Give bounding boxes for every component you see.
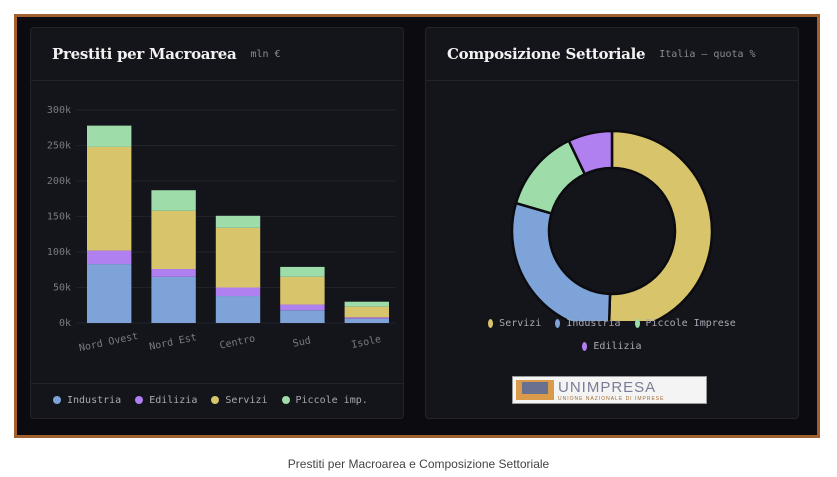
legend-item[interactable]: Industria [555, 318, 621, 329]
y-tick-label: 100k [47, 247, 71, 258]
bar-segment-edilizia [151, 269, 196, 277]
x-tick-label: Isole [350, 334, 382, 351]
legend-label: Servizi [225, 395, 268, 406]
bar-segment-industria [280, 310, 325, 323]
logo-tagline: UNIONE NAZIONALE DI IMPRESE [558, 395, 665, 402]
bar-segment-industria [151, 276, 196, 323]
stacked-bar-chart: 0k 50k 100k 150k 200k 250k 300k Nord Ovest Nord … [47, 105, 395, 354]
bar-segment-piccole-imp- [215, 215, 261, 228]
y-tick-label: 50k [53, 283, 71, 294]
legend-swatch [211, 396, 220, 404]
panel-subtitle: mln € [250, 48, 281, 60]
y-tick-label: 250k [47, 141, 71, 152]
legend-swatch [555, 318, 561, 328]
legend-item[interactable]: Piccole imp. [281, 395, 368, 406]
legend-item[interactable]: Servizi [211, 395, 268, 406]
legend-swatch [582, 341, 588, 351]
legend-item[interactable]: Servizi [488, 318, 541, 329]
panel-subtitle: Italia — quota % [659, 48, 756, 60]
y-tick-label: 200k [47, 176, 71, 187]
donut-slice-edilizia [567, 129, 614, 176]
bar-segment-industria [87, 264, 132, 323]
legend-swatch [135, 396, 144, 404]
legend-label: Industria [566, 318, 621, 329]
x-tick-label: Centro [219, 333, 257, 351]
y-tick-label: 300k [47, 105, 71, 116]
unimpresa-logo: UNIMPRESA UNIONE NAZIONALE DI IMPRESE [512, 376, 707, 404]
legend-item[interactable]: Piccole Imprese [634, 318, 736, 329]
legend-item[interactable]: Industria [53, 395, 121, 406]
panel-title: Composizione Settoriale [447, 45, 646, 63]
legend-label: Edilizia [593, 341, 642, 352]
legend-item[interactable]: Edilizia [582, 341, 642, 352]
bar-segment-industria [215, 296, 261, 323]
legend-swatch [281, 396, 290, 404]
bar-legend: Industria Edilizia Servizi Piccole imp. [53, 395, 368, 406]
legend-item[interactable]: Edilizia [135, 395, 197, 406]
donut-slice-industria [510, 201, 612, 321]
bar-segment-piccole-imp- [344, 301, 389, 307]
y-tick-label: 0k [59, 318, 71, 329]
legend-swatch [634, 318, 640, 328]
bar-segment-servizi [87, 146, 132, 251]
donut-slice-servizi [607, 129, 714, 321]
donut-legend: Servizi Industria Piccole Imprese Edilizia [466, 318, 758, 352]
donut-chart [510, 129, 714, 321]
bar-segment-industria [344, 318, 389, 323]
bar-segment-servizi [215, 227, 261, 288]
panel-title: Prestiti per Macroarea [52, 45, 237, 63]
x-tick-label: Nord Ovest [78, 331, 139, 354]
bar-segment-piccole-imp- [151, 190, 196, 211]
x-tick-label: Nord Est [148, 332, 197, 353]
y-tick-label: 150k [47, 212, 71, 223]
legend-label: Edilizia [149, 395, 198, 406]
bar-segment-piccole-imp- [87, 125, 132, 147]
bar-segment-edilizia [215, 287, 261, 297]
legend-label: Industria [67, 395, 122, 406]
legend-label: Piccole imp. [295, 395, 368, 406]
bar-segment-edilizia [87, 250, 132, 265]
logo-text: UNIMPRESA [558, 378, 657, 396]
legend-label: Piccole Imprese [645, 318, 736, 329]
bar-segment-servizi [151, 210, 196, 270]
legend-swatch [53, 396, 61, 404]
legend-label: Servizi [499, 318, 542, 329]
bar-segment-edilizia [280, 304, 325, 311]
bar-segment-servizi [344, 306, 389, 318]
legend-swatch [488, 318, 494, 328]
figure-caption: Prestiti per Macroarea e Composizione Se… [287, 457, 550, 471]
bar-segment-piccole-imp- [280, 266, 325, 277]
bar-chart-panel: Prestiti per Macroarea mln € 0k 50k 100k 150… [30, 27, 404, 419]
x-tick-label: Sud [292, 335, 312, 350]
bar-segment-servizi [280, 276, 325, 305]
donut-chart-panel: Composizione Settoriale Italia — quota % … [425, 27, 799, 419]
dashboard-frame: Prestiti per Macroarea mln € 0k 50k 100k 150… [14, 14, 820, 438]
bar-segment-edilizia [344, 317, 389, 319]
